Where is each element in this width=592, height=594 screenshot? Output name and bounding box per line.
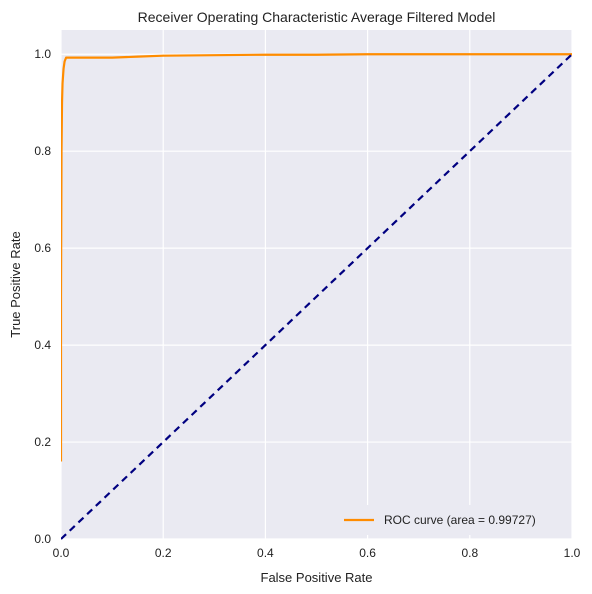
random-guess-diagonal-line bbox=[61, 53, 573, 540]
x-tick-label: 0.8 bbox=[461, 546, 478, 560]
x-tick-label: 0.0 bbox=[53, 546, 70, 560]
plot-background bbox=[61, 30, 572, 539]
x-tick-label: 0.6 bbox=[359, 546, 376, 560]
x-tick-label: 0.2 bbox=[155, 546, 172, 560]
x-tick-label: 0.4 bbox=[257, 546, 274, 560]
x-tick-label: 1.0 bbox=[564, 546, 581, 560]
legend-label-roc: ROC curve (area = 0.99727) bbox=[384, 513, 536, 527]
grid-lines bbox=[60, 30, 573, 540]
y-tick-label: 0.0 bbox=[34, 532, 51, 546]
y-tick-label: 0.2 bbox=[34, 435, 51, 449]
y-axis-label: True Positive Rate bbox=[8, 231, 23, 337]
roc-curve-line bbox=[61, 53, 572, 462]
legend-box bbox=[336, 505, 566, 535]
y-tick-label: 0.4 bbox=[34, 338, 51, 352]
y-tick-label: 0.8 bbox=[34, 144, 51, 158]
chart-title: Receiver Operating Characteristic Averag… bbox=[138, 9, 496, 25]
y-tick-label: 1.0 bbox=[34, 47, 51, 61]
x-axis-label: False Positive Rate bbox=[261, 570, 373, 585]
legend: ROC curve (area = 0.99727) bbox=[336, 505, 566, 535]
tick-labels: 0.0 0.2 0.4 0.6 0.8 1.0 0.0 0.2 0.4 0.6 0.8 1.0 bbox=[34, 47, 580, 560]
plot-content bbox=[61, 53, 573, 540]
y-tick-label: 0.6 bbox=[34, 241, 51, 255]
